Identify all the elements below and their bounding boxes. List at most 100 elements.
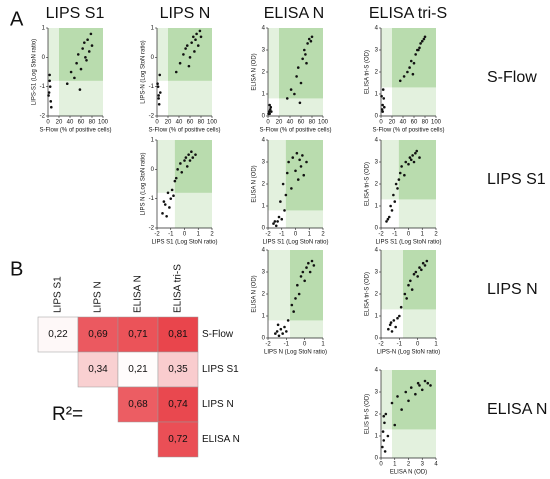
column-header: ELISA tri-S (369, 5, 447, 22)
point (83, 41, 86, 44)
point (381, 103, 384, 107)
cell-label: 0,21 (128, 364, 148, 375)
y-axis-label: ELISA N (OD) (252, 165, 258, 202)
x-axis-label: LIPS S1 (Log StoN ratio) (262, 240, 328, 246)
y-tick-label: 0 (262, 114, 266, 120)
y-tick-label: 0 (42, 55, 46, 61)
x-tick-label: -2 (265, 342, 271, 348)
point (423, 264, 427, 267)
y-tick-label: 1 (42, 26, 46, 32)
point (305, 266, 308, 269)
point (65, 82, 69, 86)
point (421, 261, 425, 265)
point (397, 178, 401, 181)
x-tick-label: 0 (407, 232, 411, 238)
point (174, 176, 178, 180)
double-positive-zone (168, 28, 212, 81)
y-axis-label: ELIS tri-S (OD) (365, 394, 371, 434)
point (47, 91, 51, 94)
point (275, 330, 279, 333)
point (75, 61, 78, 65)
point (178, 61, 182, 65)
point (279, 327, 283, 331)
x-tick-label: 0 (379, 462, 383, 468)
point (185, 44, 189, 47)
point (396, 187, 399, 190)
x-tick-label: -1 (279, 232, 285, 238)
point (414, 53, 417, 56)
point (400, 408, 403, 411)
x-tick-label: 20 (389, 120, 396, 126)
y-tick-label: -2 (40, 114, 46, 120)
point (290, 187, 293, 190)
row-label: ELISA N (487, 401, 547, 418)
x-axis-label: LIPS N (Log StoN ratio) (264, 350, 327, 356)
point (389, 204, 392, 208)
x-tick-label: 0 (379, 120, 383, 126)
point (276, 220, 279, 223)
cell (117, 316, 159, 353)
x-tick-label: 80 (89, 120, 96, 126)
point (409, 59, 413, 63)
point (389, 321, 393, 324)
point (156, 82, 159, 86)
double-positive-zone (290, 250, 323, 321)
point (47, 94, 50, 97)
double-positive-zone (392, 370, 436, 430)
point (268, 103, 271, 107)
cell (77, 351, 119, 388)
point (166, 191, 170, 195)
point (180, 170, 184, 174)
point (192, 35, 195, 39)
point (390, 209, 394, 212)
point (403, 173, 406, 177)
point (298, 158, 301, 162)
y-axis-label: LIPS-S1 (Log StoN ratio) (32, 39, 38, 105)
y-tick-label: -1 (40, 84, 46, 90)
point (287, 160, 290, 164)
x-tick-label: 80 (309, 120, 316, 126)
column-header: LIPS S1 (46, 5, 105, 22)
point (194, 38, 197, 42)
x-tick-label: 100 (318, 120, 329, 126)
x-tick-label: 2 (210, 232, 214, 238)
point (412, 272, 416, 276)
y-tick-label: -2 (149, 226, 155, 232)
x-tick-label: 0 (266, 120, 270, 126)
double-positive-zone (392, 28, 436, 88)
point (196, 44, 200, 47)
point (301, 57, 304, 61)
x-axis-label: S-Flow (% of positive cells) (39, 128, 111, 134)
double-positive-zone (279, 28, 323, 99)
point (279, 200, 282, 203)
cell-label: 0,34 (88, 364, 108, 375)
cell-label: 0,81 (168, 329, 188, 340)
x-tick-label: 0 (294, 232, 298, 238)
y-tick-label: 0 (262, 336, 266, 342)
x-tick-label: 3 (421, 462, 425, 468)
point (398, 314, 401, 318)
point (267, 112, 270, 116)
point (382, 97, 386, 100)
column-label: ELISA N (133, 275, 144, 313)
point (185, 165, 189, 168)
x-tick-label: 20 (56, 120, 63, 126)
point (303, 279, 306, 283)
x-tick-label: 100 (431, 120, 442, 126)
point (383, 450, 387, 453)
point (307, 37, 311, 41)
point (381, 110, 384, 113)
x-tick-label: 1 (321, 342, 325, 348)
row-label: S-Flow (487, 69, 537, 86)
point (188, 56, 192, 59)
y-tick-label: 1 (375, 92, 379, 98)
point (157, 102, 161, 106)
y-tick-label: 4 (375, 26, 379, 32)
x-tick-label: 0 (46, 120, 50, 126)
column-label: LIPS N (93, 281, 104, 313)
point (387, 327, 390, 331)
point (408, 66, 411, 69)
point (184, 156, 188, 159)
point (418, 156, 421, 159)
point (169, 197, 173, 200)
